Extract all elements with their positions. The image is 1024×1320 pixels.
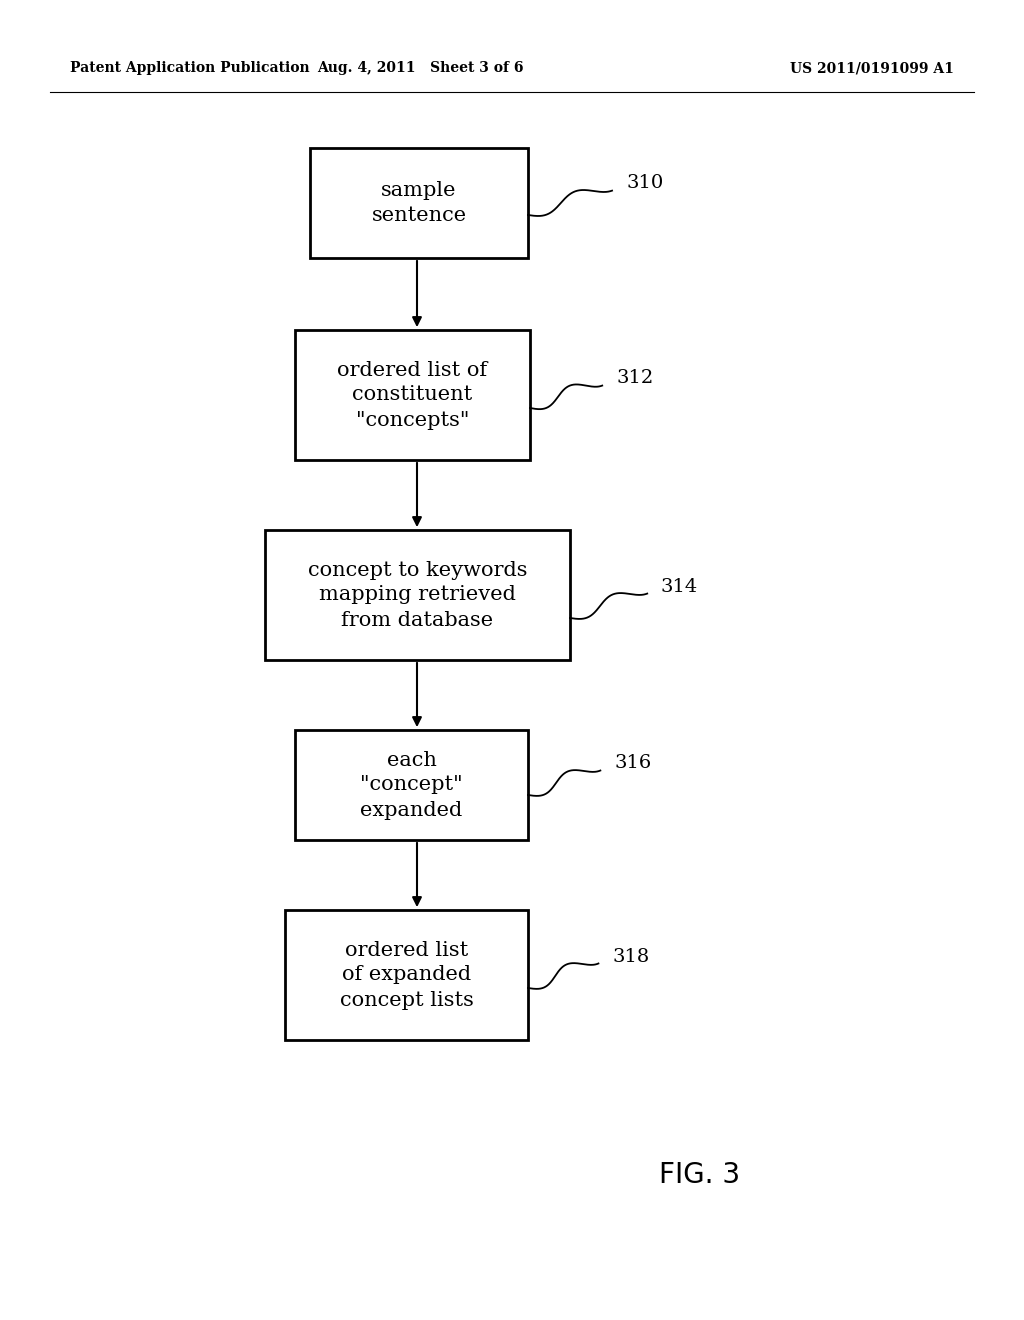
Bar [295, 730, 528, 840]
Text: sample
sentence: sample sentence [372, 181, 467, 224]
Text: 310: 310 [626, 174, 664, 191]
Text: Patent Application Publication: Patent Application Publication [70, 61, 309, 75]
Bar [295, 330, 530, 459]
Text: 314: 314 [660, 578, 697, 597]
Text: 318: 318 [612, 948, 649, 966]
Text: 316: 316 [614, 754, 651, 772]
Text: US 2011/0191099 A1: US 2011/0191099 A1 [791, 61, 954, 75]
Bar [285, 909, 528, 1040]
Text: ordered list
of expanded
concept lists: ordered list of expanded concept lists [340, 940, 473, 1010]
Bar [310, 148, 528, 257]
Text: 312: 312 [616, 370, 653, 387]
Text: each
"concept"
expanded: each "concept" expanded [360, 751, 463, 820]
Text: ordered list of
constituent
"concepts": ordered list of constituent "concepts" [338, 360, 487, 429]
Text: concept to keywords
mapping retrieved
from database: concept to keywords mapping retrieved fr… [308, 561, 527, 630]
Text: FIG. 3: FIG. 3 [659, 1162, 740, 1189]
Bar [265, 531, 570, 660]
Text: Aug. 4, 2011   Sheet 3 of 6: Aug. 4, 2011 Sheet 3 of 6 [316, 61, 523, 75]
